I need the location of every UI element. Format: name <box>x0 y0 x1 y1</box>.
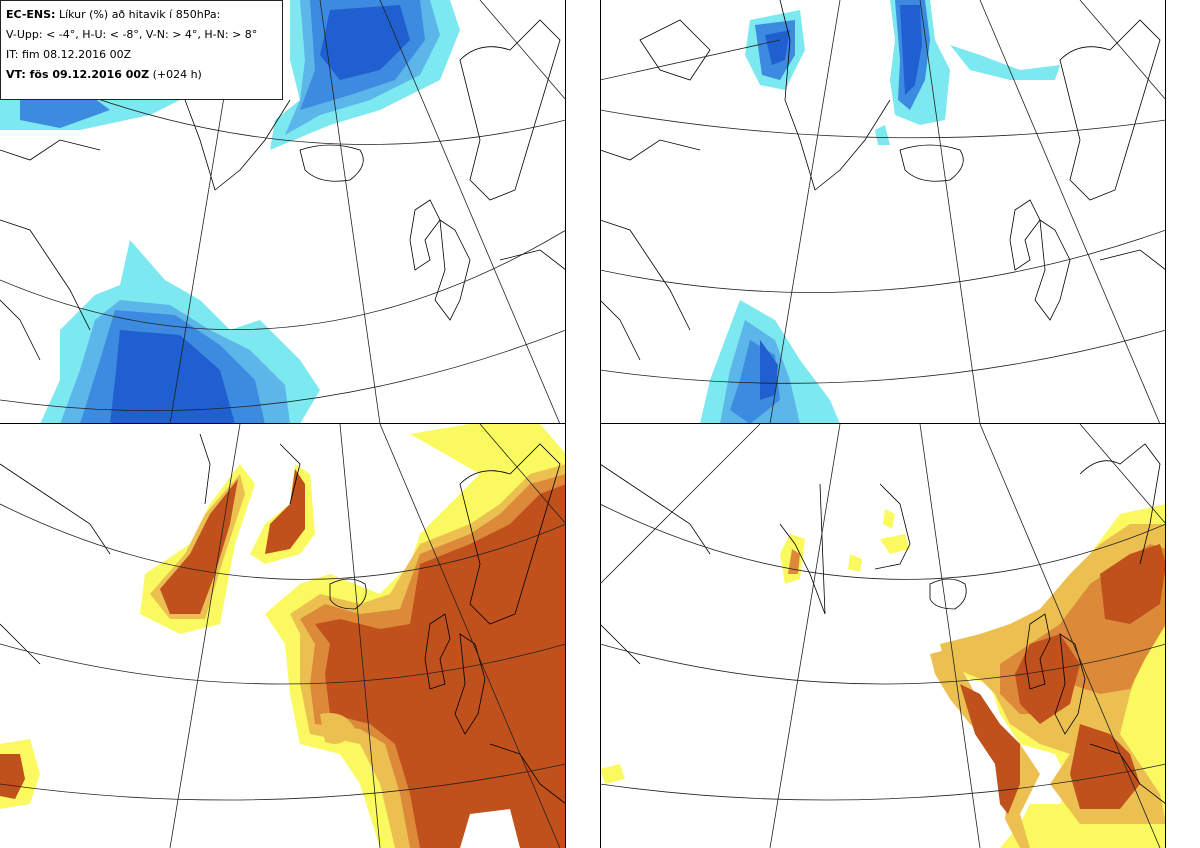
graticule <box>600 0 1166 424</box>
variable-description: Líkur (%) að hitavik í 850hPa: <box>55 8 221 21</box>
map-panel-top-right: 1009565355 <box>600 0 1166 424</box>
panel-border-left-column <box>565 0 566 848</box>
map-canvas <box>0 424 566 848</box>
legend-title-line: EC-ENS: Líkur (%) að hitavik í 850hPa: <box>6 5 277 25</box>
model-name: EC-ENS: <box>6 8 56 21</box>
panel-border-right-edge <box>1165 0 1166 848</box>
probability-field <box>0 0 460 424</box>
legend-valid-time-line: VT: fös 09.12.2016 00Z (+024 h) <box>6 65 277 85</box>
probability-field <box>0 424 566 848</box>
map-canvas <box>600 424 1166 848</box>
panel-divider-horizontal-left <box>0 423 566 424</box>
graticule <box>600 424 1166 848</box>
probability-field <box>600 504 1166 848</box>
coastlines <box>0 433 566 805</box>
panel-border-right-column <box>600 0 601 848</box>
legend-thresholds: V-Upp: < -4°, H-U: < -8°, V-N: > 4°, H-N… <box>6 28 258 41</box>
probability-field <box>700 0 1060 424</box>
coastlines <box>600 0 1166 361</box>
legend-init-time: IT: fim 08.12.2016 00Z <box>6 48 132 61</box>
valid-time: VT: fös 09.12.2016 00Z <box>6 68 150 81</box>
coastlines <box>600 443 1166 805</box>
legend-box: EC-ENS: Líkur (%) að hitavik í 850hPa: V… <box>0 0 283 100</box>
map-panel-bottom-left: 1009565355 <box>0 424 566 848</box>
graticule <box>0 424 566 848</box>
map-canvas <box>600 0 1166 424</box>
map-panel-bottom-right: 1009565355 <box>600 424 1166 848</box>
map-panel-top-left: EC-ENS: Líkur (%) að hitavik í 850hPa: V… <box>0 0 566 424</box>
map-canvas <box>0 0 566 424</box>
panel-divider-horizontal-right <box>600 423 1166 424</box>
lead-time: (+024 h) <box>149 68 202 81</box>
